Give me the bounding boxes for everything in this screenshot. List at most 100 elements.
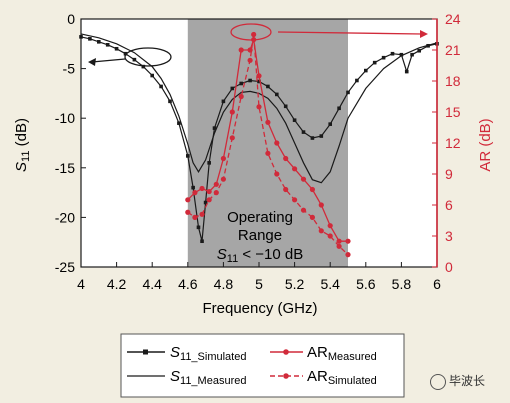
watermark-logo-icon	[430, 373, 446, 390]
point-s11-simulated	[196, 225, 201, 230]
point-ar-simulated	[247, 57, 253, 63]
y-left-tick-label: -15	[55, 160, 75, 176]
arrow-to-left-axis	[91, 58, 126, 63]
ar-curve-marker-ellipse	[230, 23, 272, 41]
point-s11-simulated	[399, 52, 404, 57]
point-s11-simulated	[207, 161, 211, 165]
point-s11-simulated	[337, 106, 341, 111]
point-ar-simulated	[283, 186, 289, 193]
y-right-tick-label: 6	[445, 197, 453, 213]
arrow-head-right	[420, 30, 428, 38]
point-ar-simulated	[199, 211, 205, 217]
point-s11-simulated	[283, 104, 288, 109]
point-ar-simulated	[220, 176, 226, 182]
point-ar-simulated	[318, 228, 324, 234]
point-s11-simulated	[200, 239, 204, 244]
y-right-tick-label: 9	[445, 166, 453, 182]
watermark-text: 毕波长	[449, 374, 486, 388]
point-ar-measured	[327, 223, 333, 229]
point-ar-measured	[292, 166, 298, 172]
point-ar-measured	[229, 109, 235, 115]
point-s11-simulated	[381, 55, 386, 60]
point-s11-simulated	[97, 40, 101, 44]
point-ar-measured	[283, 155, 289, 162]
point-s11-simulated	[150, 73, 154, 78]
s11-curve-marker-ellipse	[124, 47, 172, 67]
annotation-line3: S11 < −10 dB	[217, 246, 304, 265]
point-s11-simulated	[212, 126, 217, 130]
point-ar-simulated	[238, 93, 244, 100]
point-s11-simulated	[275, 92, 279, 97]
point-s11-simulated	[159, 84, 163, 89]
point-s11-simulated	[266, 84, 270, 89]
watermark: 毕波长	[430, 372, 485, 390]
point-ar-simulated	[309, 214, 315, 220]
arrow-head-left	[88, 58, 96, 66]
x-axis-label: Frequency (GHz)	[202, 300, 317, 317]
point-ar-measured	[220, 155, 226, 162]
point-s11-simulated	[203, 200, 208, 205]
y-left-tick-label: -10	[55, 110, 75, 126]
y-right-tick-label: 0	[445, 259, 453, 275]
svg-text:S11_Measured: S11_Measured	[170, 368, 246, 387]
x-tick-label: 4.2	[107, 276, 127, 292]
series-line-s11-measured	[80, 33, 438, 184]
point-ar-simulated	[206, 197, 212, 203]
y-right-tick-label: 18	[445, 73, 461, 89]
point-ar-simulated	[274, 171, 280, 177]
point-s11-simulated	[191, 185, 195, 190]
point-ar-measured	[256, 73, 262, 79]
point-ar-measured	[192, 190, 198, 196]
point-s11-simulated	[346, 90, 350, 95]
point-ar-simulated	[292, 197, 298, 203]
point-s11-simulated	[328, 122, 332, 126]
x-tick-label: 4.4	[142, 276, 162, 292]
point-s11-simulated	[410, 52, 414, 57]
operating-range-shade	[187, 19, 348, 267]
y-left-tick-label: -25	[55, 259, 75, 275]
point-ar-measured	[336, 238, 342, 244]
point-s11-simulated	[372, 60, 377, 65]
x-tick-label: 4.8	[214, 276, 234, 292]
point-s11-simulated	[248, 78, 252, 83]
point-s11-simulated	[114, 46, 119, 51]
arrow-to-right-axis	[277, 31, 423, 35]
point-s11-simulated	[186, 154, 190, 158]
point-s11-simulated	[105, 42, 110, 47]
y-right-tick-label: 3	[445, 228, 453, 244]
x-tick-label: 5	[255, 276, 263, 292]
x-tick-label: 4.6	[178, 276, 198, 292]
point-ar-measured	[345, 238, 351, 244]
point-ar-measured	[185, 197, 191, 203]
y-left-axis-label: S11 (dB)	[13, 118, 32, 172]
svg-text:ARSimulated: ARSimulated	[307, 368, 377, 387]
point-ar-simulated	[336, 243, 342, 249]
point-ar-simulated	[327, 233, 333, 239]
y-right-tick-label: 15	[445, 104, 461, 120]
chart-marks	[79, 31, 439, 258]
annotation-line1: Operating	[227, 209, 293, 226]
point-ar-simulated	[345, 252, 351, 258]
point-ar-measured	[238, 47, 244, 53]
point-s11-simulated	[355, 78, 359, 83]
point-ar-simulated	[300, 207, 307, 213]
point-s11-simulated	[319, 134, 324, 138]
point-s11-simulated	[132, 57, 137, 62]
point-ar-measured	[199, 185, 205, 192]
svg-text:ARMeasured: ARMeasured	[307, 344, 377, 363]
series-line-ar-simulated	[187, 34, 349, 256]
x-tick-label: 4	[77, 276, 85, 292]
legend-entry-s11-measured: S11_Measured	[127, 368, 246, 387]
y-right-tick-label: 24	[445, 11, 461, 27]
y-left-tick-label: 0	[67, 11, 75, 27]
point-s11-simulated	[88, 37, 92, 41]
y-right-axis-label: AR (dB)	[477, 118, 494, 171]
point-s11-simulated	[390, 51, 395, 56]
legend-entry-ar-measured: ARMeasured	[270, 344, 377, 363]
point-ar-simulated	[192, 214, 198, 220]
point-ar-measured	[265, 119, 271, 125]
point-s11-simulated	[364, 68, 368, 73]
legend-entry-ar-simulated: ARSimulated	[270, 368, 377, 387]
point-ar-measured	[274, 140, 280, 146]
legend-box	[120, 333, 405, 398]
